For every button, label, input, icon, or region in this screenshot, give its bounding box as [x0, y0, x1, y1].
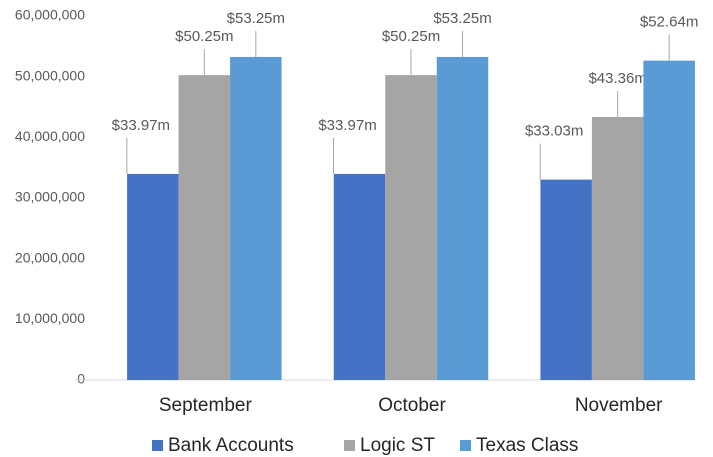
data-label: $52.64m [640, 14, 698, 31]
bar [178, 75, 231, 381]
data-label: $43.36m [588, 70, 646, 87]
legend-swatch [152, 440, 163, 451]
y-tick-label: 50,000,000 [15, 67, 85, 83]
data-label: $53.25m [433, 10, 491, 27]
y-tick-label: 10,000,000 [15, 310, 85, 326]
x-tick-label: September [159, 395, 253, 416]
bar [643, 60, 695, 380]
data-label: $53.25m [227, 10, 285, 27]
x-tick-label: October [378, 395, 446, 416]
bar [540, 179, 592, 380]
y-tick-label: 0 [77, 371, 85, 387]
bar [333, 173, 386, 380]
bar [385, 75, 437, 381]
y-tick-label: 30,000,000 [15, 189, 85, 205]
y-tick-label: 60,000,000 [15, 7, 85, 23]
bar [591, 116, 644, 380]
data-label: $50.25m [175, 28, 233, 45]
legend-swatch [344, 440, 355, 451]
legend-label: Logic ST [360, 435, 435, 456]
y-tick-label: 20,000,000 [15, 249, 85, 265]
legend-label: Bank Accounts [168, 435, 294, 456]
legend-swatch [460, 440, 471, 451]
data-label: $33.97m [318, 117, 376, 134]
bar [436, 56, 489, 380]
legend-label: Texas Class [476, 435, 578, 456]
bar [230, 56, 282, 380]
bar [127, 173, 179, 380]
y-tick-label: 40,000,000 [15, 128, 85, 144]
data-label: $33.03m [525, 123, 583, 140]
data-label: $33.97m [112, 117, 170, 134]
data-label: $50.25m [382, 28, 440, 45]
x-tick-label: November [575, 395, 663, 416]
